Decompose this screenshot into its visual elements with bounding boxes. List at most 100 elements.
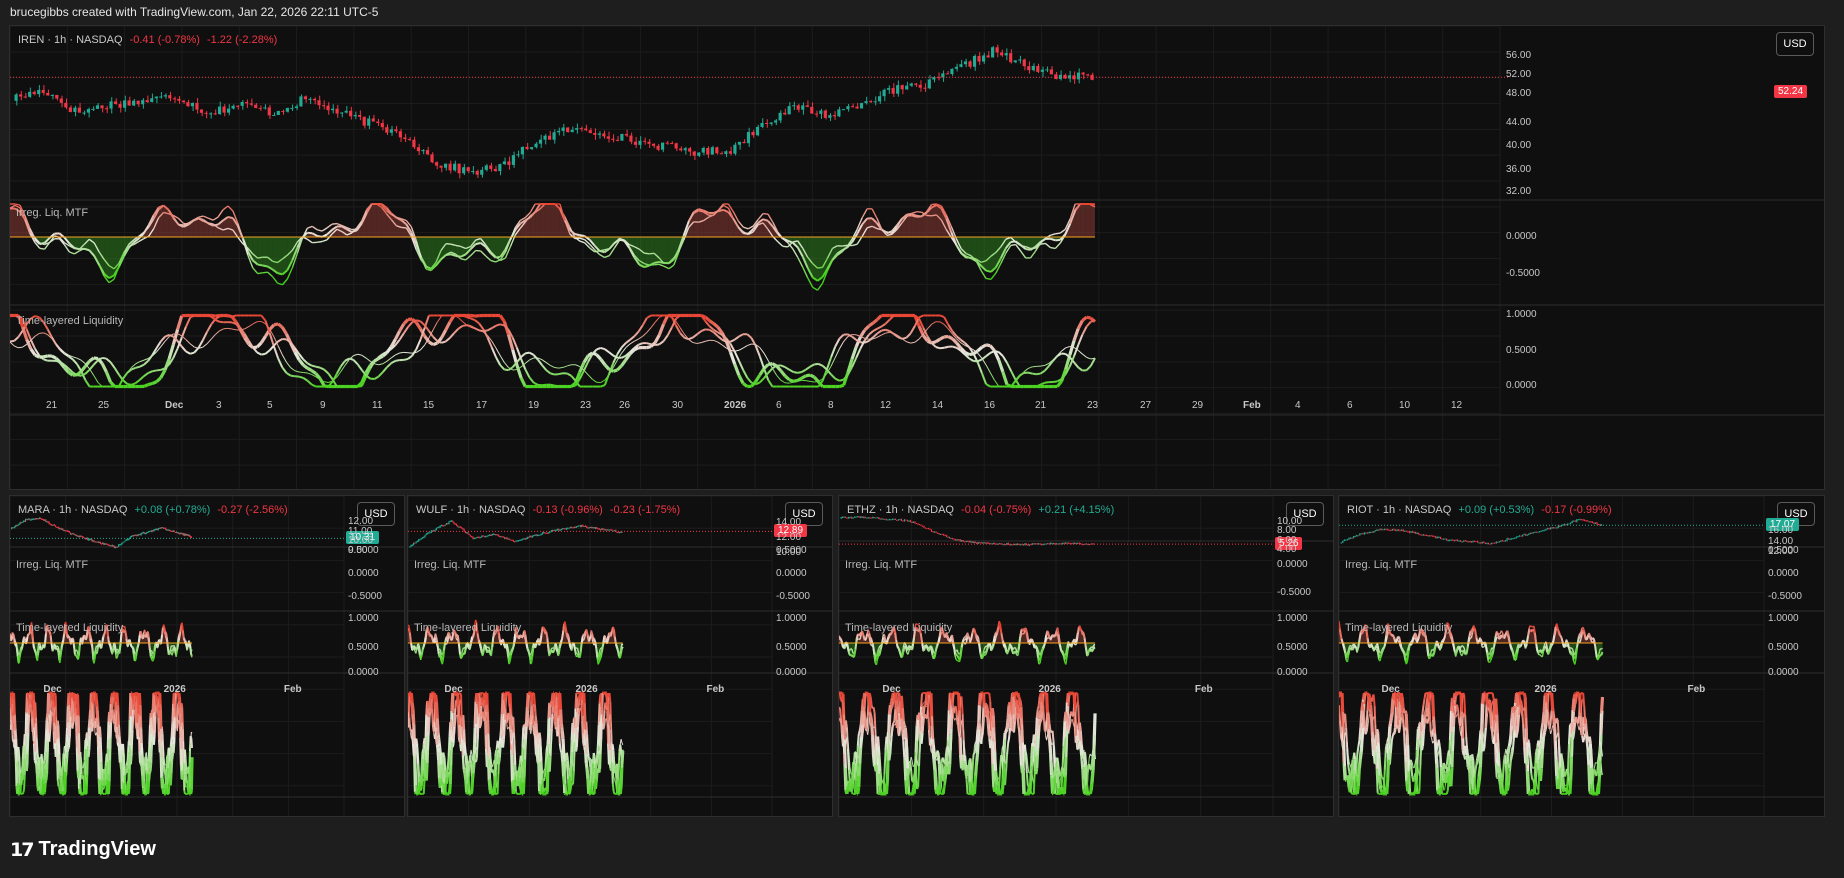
price-change-1: +0.08 (+0.78%) [134, 504, 211, 516]
time-axis-tick: 3 [216, 400, 222, 411]
time-axis-tick: 9 [320, 400, 326, 411]
price-axis-tick: 10.00 [348, 535, 374, 547]
symbol-info[interactable]: IREN · 1h · NASDAQ [18, 34, 123, 46]
time-axis-tick: 2026 [575, 684, 598, 695]
irreg-liq-mtf-series [10, 203, 1096, 291]
price-axis-tick: 11.00 [348, 525, 373, 537]
price-change-2: -0.27 (-2.56%) [217, 504, 288, 516]
indicator-time-layered-label[interactable]: Time-layered Liquidity [1345, 622, 1453, 634]
indicator-axis-tick: 1.0000 [348, 613, 379, 624]
indicator-axis-tick: -0.5000 [1768, 591, 1802, 602]
time-axis-tick: 2026 [1038, 684, 1061, 695]
symbol-legend[interactable]: MARA · 1h · NASDAQ +0.08 (+0.78%) -0.27 … [18, 504, 288, 516]
price-axis-tick: 16.00 [1768, 524, 1794, 536]
price-axis-tick: 12.00 [1768, 546, 1794, 558]
tradingview-logo[interactable]: 17 TradingView [10, 838, 156, 861]
irreg-liq-mtf-series [839, 620, 1096, 666]
indicator-time-layered-label[interactable]: Time-layered Liquidity [16, 315, 124, 327]
indicator-axis-tick: 0.5000 [348, 642, 379, 653]
symbol-legend[interactable]: ETHZ · 1h · NASDAQ -0.04 (-0.75%) +0.21 … [847, 504, 1114, 516]
currency-button[interactable]: USD [357, 502, 395, 526]
indicator-axis-tick: 0.5000 [1506, 345, 1537, 356]
time-axis-tick: Feb [1194, 684, 1213, 695]
indicator-axis-tick: -0.5000 [1277, 587, 1311, 598]
symbol-info[interactable]: ETHZ · 1h · NASDAQ [847, 504, 954, 516]
chart-canvas[interactable] [839, 496, 1334, 817]
price-change-2: -0.23 (-1.75%) [609, 504, 681, 516]
time-axis-tick: Dec [882, 684, 901, 695]
time-layered-liquidity-series [10, 691, 194, 796]
wulf-chart-pane[interactable]: WULF · 1h · NASDAQ -0.13 (-0.96%) -0.23 … [407, 495, 833, 817]
time-axis-tick: 2026 [1534, 684, 1557, 695]
mara-chart-pane[interactable]: MARA · 1h · NASDAQ +0.08 (+0.78%) -0.27 … [9, 495, 405, 817]
time-layered-liquidity-series [10, 313, 1097, 389]
symbol-info[interactable]: RIOT · 1h · NASDAQ [1347, 504, 1452, 516]
candlestick-series [1340, 518, 1603, 545]
time-axis-tick: 16 [984, 400, 996, 411]
time-axis-tick: 21 [1035, 400, 1047, 411]
indicator-axis-tick: 0.0000 [1277, 559, 1308, 570]
currency-button[interactable]: USD [785, 502, 823, 526]
price-axis-tick: 40.00 [1506, 140, 1532, 151]
indicator-irreg-liq-label[interactable]: Irreg. Liq. MTF [16, 559, 89, 571]
time-axis-tick: 29 [1192, 400, 1204, 411]
ethz-chart-pane[interactable]: ETHZ · 1h · NASDAQ -0.04 (-0.75%) +0.21 … [838, 495, 1334, 817]
indicator-axis-tick: 0.5000 [776, 642, 807, 653]
price-axis-tick: 14.00 [1768, 535, 1794, 547]
indicator-time-layered-label[interactable]: Time-layered Liquidity [414, 622, 522, 634]
time-layered-liquidity-series [1339, 691, 1605, 796]
main-symbol-legend[interactable]: IREN · 1h · NASDAQ -0.41 (-0.78%) -1.22 … [18, 34, 277, 46]
indicator-irreg-liq-label[interactable]: Irreg. Liq. MTF [16, 207, 89, 219]
time-axis-tick: 6 [1347, 400, 1353, 411]
time-axis-tick: 12 [1451, 400, 1463, 411]
time-axis-tick: 12 [880, 400, 892, 411]
price-change-1: +0.09 (+0.53%) [1458, 504, 1535, 516]
main-chart-pane[interactable]: IREN · 1h · NASDAQ -0.41 (-0.78%) -1.22 … [9, 25, 1825, 490]
time-axis-tick: 6 [776, 400, 782, 411]
price-change-2: +0.21 (+4.15%) [1038, 504, 1115, 516]
grid [1339, 496, 1765, 816]
symbol-legend[interactable]: WULF · 1h · NASDAQ -0.13 (-0.96%) -0.23 … [416, 504, 680, 516]
time-axis-tick: Dec [43, 684, 62, 695]
price-axis-tick: 8.00 [1277, 525, 1297, 537]
indicator-time-layered-label[interactable]: Time-layered Liquidity [16, 622, 124, 634]
time-axis-tick: 30 [672, 400, 684, 411]
price-change-2: -0.17 (-0.99%) [1541, 504, 1612, 516]
chart-canvas[interactable] [408, 496, 833, 817]
time-axis-tick: 23 [580, 400, 592, 411]
currency-button[interactable]: USD [1286, 502, 1324, 526]
time-axis-tick: Dec [165, 400, 184, 411]
chart-canvas[interactable] [1339, 496, 1825, 817]
time-layered-liquidity-series [408, 691, 625, 796]
indicator-irreg-liq-label[interactable]: Irreg. Liq. MTF [414, 559, 487, 571]
time-axis-tick: 5 [267, 400, 273, 411]
price-change-1: -0.04 (-0.75%) [961, 504, 1032, 516]
indicator-axis-tick: 0.0000 [1277, 667, 1308, 678]
time-axis-tick: Feb [706, 684, 725, 695]
chart-canvas[interactable] [10, 496, 405, 817]
price-axis-tick: 14.00 [776, 517, 802, 529]
time-axis-tick: 26 [619, 400, 631, 411]
grid [839, 496, 1274, 816]
indicator-axis-tick: 0.0000 [1506, 231, 1537, 242]
indicator-axis-tick: 0.5000 [348, 545, 379, 556]
indicator-time-layered-label[interactable]: Time-layered Liquidity [845, 622, 953, 634]
chart-attribution-header: brucegibbs created with TradingView.com,… [10, 5, 379, 19]
symbol-legend[interactable]: RIOT · 1h · NASDAQ +0.09 (+0.53%) -0.17 … [1347, 504, 1612, 516]
last-price-label: 17.07 [1766, 518, 1800, 532]
indicator-axis-tick: -0.5000 [1506, 268, 1540, 279]
indicator-axis-tick: 0.5000 [1768, 545, 1799, 556]
price-axis-tick: 9.00 [348, 545, 368, 557]
main-chart-canvas[interactable] [10, 26, 1825, 490]
currency-button[interactable]: USD [1776, 32, 1814, 56]
indicator-irreg-liq-label[interactable]: Irreg. Liq. MTF [1345, 559, 1418, 571]
time-axis-tick: 17 [476, 400, 488, 411]
price-axis-tick: 56.00 [1506, 50, 1532, 61]
candlestick-series [11, 517, 192, 549]
riot-chart-pane[interactable]: RIOT · 1h · NASDAQ +0.09 (+0.53%) -0.17 … [1338, 495, 1825, 817]
indicator-irreg-liq-label[interactable]: Irreg. Liq. MTF [845, 559, 918, 571]
symbol-info[interactable]: MARA · 1h · NASDAQ [18, 504, 128, 516]
time-axis-tick: Feb [1687, 684, 1706, 695]
symbol-info[interactable]: WULF · 1h · NASDAQ [416, 504, 526, 516]
time-axis-tick: 27 [1140, 400, 1152, 411]
